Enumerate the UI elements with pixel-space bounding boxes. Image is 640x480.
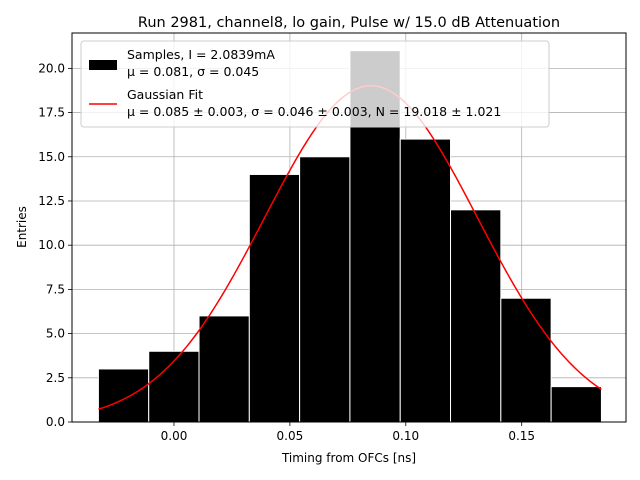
histogram-bar-3 [248, 173, 301, 423]
x-tick-label-0: 0.00 [161, 429, 188, 443]
x-tick-label-3: 0.15 [508, 429, 535, 443]
y-tick-label-4: 10.0 [38, 238, 65, 252]
histogram-bar-7 [450, 209, 502, 423]
chart-title: Run 2981, channel8, lo gain, Pulse w/ 15… [138, 15, 560, 31]
legend-label-samples: Samples, I = 2.0839mA [127, 47, 275, 62]
y-tick-label-6: 15.0 [38, 150, 65, 164]
y-tick-label-5: 12.5 [38, 194, 65, 208]
x-axis-ticks: 0.00 0.05 0.10 0.15 [161, 422, 535, 443]
histogram-bar-4 [299, 156, 351, 423]
y-tick-label-8: 20.0 [38, 61, 65, 75]
y-axis-label: Entries [15, 206, 29, 248]
y-tick-label-3: 7.5 [46, 282, 65, 296]
legend-box [80, 40, 550, 128]
legend: Samples, I = 2.0839mA μ = 0.081, σ = 0.0… [80, 40, 550, 128]
legend-label-samples-stats: μ = 0.081, σ = 0.045 [127, 64, 259, 79]
x-tick-label-1: 0.05 [277, 429, 304, 443]
legend-swatch-samples [89, 60, 117, 70]
y-tick-label-7: 17.5 [38, 106, 65, 120]
x-tick-label-2: 0.10 [392, 429, 419, 443]
histogram-bars [97, 50, 602, 423]
x-axis-label: Timing from OFCs [ns] [281, 451, 416, 465]
plot-frame [71, 32, 627, 423]
legend-label-fit-stats: μ = 0.085 ± 0.003, σ = 0.046 ± 0.003, N … [127, 104, 501, 119]
y-axis-ticks: 0.0 2.5 5.0 7.5 10.0 12.5 15.0 17.5 20.0 [38, 61, 72, 429]
histogram-bar-6 [399, 138, 452, 423]
histogram-bar-9 [550, 386, 602, 423]
y-tick-label-0: 0.0 [46, 415, 65, 429]
legend-label-fit: Gaussian Fit [127, 87, 203, 102]
y-tick-label-2: 5.0 [46, 327, 65, 341]
histogram-bar-8 [500, 297, 552, 423]
histogram-bar-0 [97, 368, 150, 423]
y-tick-label-1: 2.5 [46, 371, 65, 385]
histogram-bar-2 [198, 315, 250, 423]
